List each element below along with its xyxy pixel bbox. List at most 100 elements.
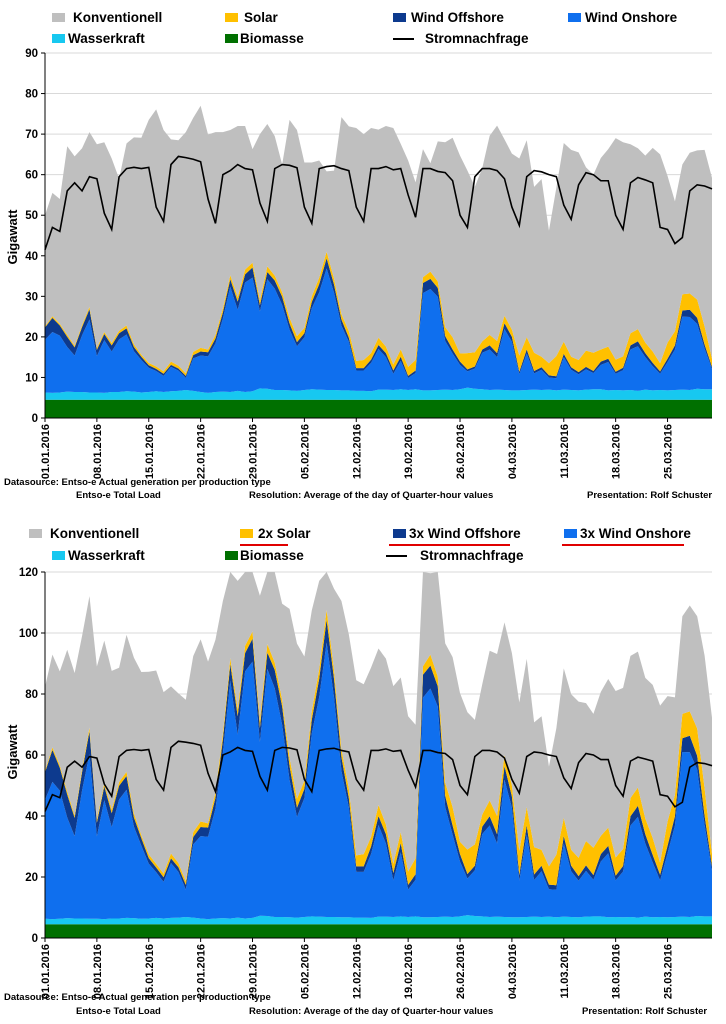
x-tick-label: 22.01.2016: [196, 944, 208, 999]
x-tick-label: 04.03.2016: [507, 944, 519, 999]
legend-item-konventionell: Konventionell: [52, 10, 162, 25]
x-tick-label: 04.03.2016: [507, 424, 519, 479]
stromnachfrage-line: [44, 740, 713, 812]
y-tick-label: 60: [25, 170, 38, 182]
svg-text:Stromnachfrage: Stromnachfrage: [425, 31, 529, 46]
x-tick-label: 18.03.2016: [611, 424, 623, 479]
y-tick-labels-bottom: 0 20 40 60 80 100 120: [19, 567, 45, 945]
legend-item-stromnachfrage: Stromnachfrage: [393, 31, 529, 46]
footer-top: Datasource: Entso-e Actual generation pe…: [4, 477, 712, 501]
y-axis-label-bottom: Gigawatt: [5, 724, 20, 780]
x-tick-label: 25.03.2016: [663, 944, 675, 999]
y-tick-label: 80: [25, 89, 38, 101]
y-tick-label: 30: [25, 291, 38, 303]
legend-top: Konventionell Solar Wind Offshore Wind O…: [52, 10, 678, 46]
x-tick-label: 11.03.2016: [559, 944, 571, 998]
x-tick-label: 25.03.2016: [663, 424, 675, 479]
y-tick-label: 0: [32, 413, 38, 425]
svg-text:3x Wind Onshore: 3x Wind Onshore: [580, 526, 691, 541]
legend-item-wasserkraft: Wasserkraft: [52, 31, 145, 46]
x-tick-label: 01.01.2016: [40, 944, 52, 999]
stromnachfrage-line: [44, 155, 713, 250]
wasserkraft-area: [45, 387, 712, 400]
plot-area-bottom: [44, 571, 713, 939]
x-tick-label: 18.03.2016: [611, 944, 623, 999]
svg-text:2x Solar: 2x Solar: [258, 526, 311, 541]
legend-item-solar: Solar: [225, 10, 279, 25]
y-tick-label: 10: [25, 372, 38, 384]
svg-text:Biomasse: Biomasse: [240, 548, 304, 563]
x-tick-label: 19.02.2016: [403, 424, 415, 479]
svg-text:Wind Onshore: Wind Onshore: [585, 10, 678, 25]
x-tick-label: 26.02.2016: [455, 424, 467, 479]
legend-item-wind-onshore: Wind Onshore: [568, 10, 678, 25]
y-axis-label-top: Gigawatt: [5, 209, 20, 265]
resolution-note: Resolution: Average of the day of Quarte…: [249, 490, 493, 501]
x-tick-label: 26.02.2016: [455, 944, 467, 999]
y-tick-label: 60: [25, 750, 38, 762]
legend-item-biomasse: Biomasse: [225, 31, 304, 46]
x-tick-label: 15.01.2016: [144, 424, 156, 479]
x-tick-label: 15.01.2016: [144, 944, 156, 999]
x-tick-label: 12.02.2016: [351, 424, 363, 479]
presentation-credit: Presentation: Rolf Schuster: [582, 1006, 707, 1017]
x-tick-label: 19.02.2016: [403, 944, 415, 999]
konventionell-area: [45, 572, 712, 882]
source-line-1: Datasource: Entso-e Actual generation pe…: [4, 477, 271, 488]
y-tick-label: 70: [25, 129, 38, 141]
footer-bottom: Datasource: Entso-e Actual generation pe…: [4, 992, 707, 1017]
solar-area: [45, 251, 712, 377]
y-tick-label: 120: [19, 567, 38, 579]
y-tick-label: 50: [25, 210, 38, 222]
legend-item-2x-solar: 2x Solar: [240, 526, 311, 546]
legend-item-wind-offshore: Wind Offshore: [393, 10, 504, 25]
x-tick-label: 08.01.2016: [92, 944, 104, 999]
legend-item-wasserkraft: Wasserkraft: [52, 548, 145, 563]
x-tick-label: 29.01.2016: [248, 424, 260, 479]
legend-bottom: Konventionell 2x Solar 3x Wind Offshore …: [29, 526, 691, 563]
legend-item-3x-wind-onshore: 3x Wind Onshore: [562, 526, 691, 546]
y-tick-label: 100: [19, 628, 38, 640]
source-line-2: Entso-e Total Load: [76, 1006, 161, 1017]
x-tick-label: 12.02.2016: [351, 944, 363, 999]
y-tick-labels-top: 0 10 20 30 40 50 60 70 80 90: [25, 48, 45, 425]
y-tick-label: 20: [25, 332, 38, 344]
source-line-1: Datasource: Entso-e Actual generation pe…: [4, 992, 271, 1003]
y-tick-label: 0: [32, 933, 38, 945]
svg-text:Biomasse: Biomasse: [240, 31, 304, 46]
svg-text:Wasserkraft: Wasserkraft: [68, 31, 145, 46]
wind-onshore-area: [45, 642, 712, 920]
svg-text:Wind Offshore: Wind Offshore: [411, 10, 504, 25]
x-tick-labels-top: 01.01.2016 08.01.2016 15.01.2016 22.01.2016…: [40, 418, 675, 479]
biomasse-area: [45, 399, 712, 418]
plot-area-top: [44, 52, 713, 419]
legend-item-stromnachfrage: Stromnachfrage: [386, 548, 524, 563]
konventionell-area: [45, 105, 712, 374]
legend-item-konventionell: Konventionell: [29, 526, 139, 541]
x-tick-label: 08.01.2016: [92, 424, 104, 479]
legend-item-3x-wind-offshore: 3x Wind Offshore: [389, 526, 521, 546]
y-tick-label: 40: [25, 811, 38, 823]
x-tick-label: 22.01.2016: [196, 424, 208, 479]
wind-offshore-area: [45, 258, 712, 379]
svg-text:Konventionell: Konventionell: [73, 10, 162, 25]
legend-item-biomasse: Biomasse: [225, 548, 304, 563]
wasserkraft-area: [45, 915, 712, 925]
resolution-note: Resolution: Average of the day of Quarte…: [249, 1006, 493, 1017]
presentation-credit: Presentation: Rolf Schuster: [587, 490, 712, 501]
svg-text:Wasserkraft: Wasserkraft: [68, 548, 145, 563]
x-tick-label: 01.01.2016: [40, 424, 52, 479]
y-tick-label: 80: [25, 689, 38, 701]
x-tick-label: 29.01.2016: [248, 944, 260, 999]
svg-text:Solar: Solar: [244, 10, 279, 25]
wind-offshore-area: [45, 619, 712, 890]
x-tick-labels-bottom: 01.01.2016 08.01.2016 15.01.2016 22.01.2016…: [40, 938, 675, 999]
y-tick-label: 20: [25, 872, 38, 884]
y-tick-label: 90: [25, 48, 38, 60]
biomasse-area: [45, 924, 712, 938]
wind-onshore-area: [45, 268, 712, 393]
y-tick-label: 40: [25, 251, 38, 263]
x-tick-label: 05.02.2016: [299, 944, 311, 999]
source-line-2: Entso-e Total Load: [76, 490, 161, 501]
